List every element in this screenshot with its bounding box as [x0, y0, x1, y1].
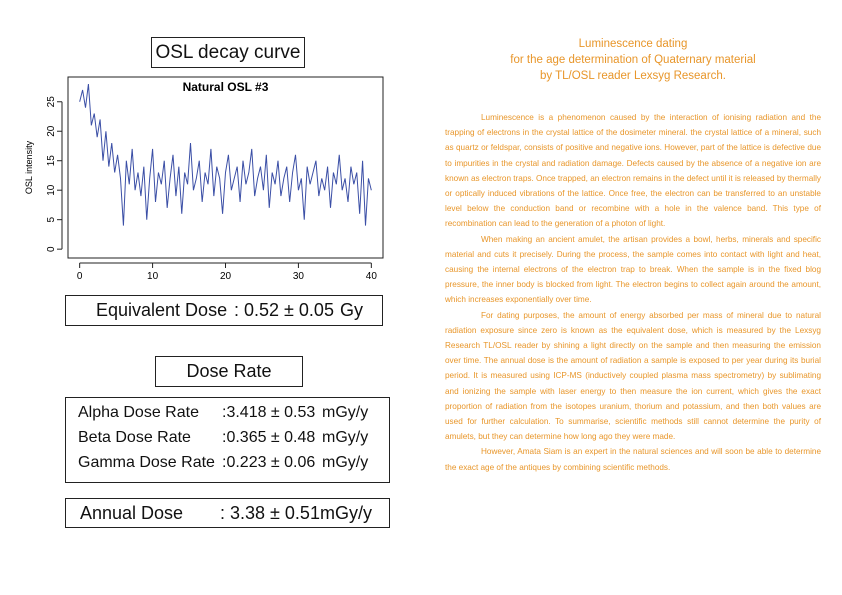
- value: : 0.52 ± 0.05: [234, 300, 334, 320]
- x-tick-label: 10: [147, 271, 159, 282]
- y-tick-label: 0: [46, 246, 57, 252]
- y-tick-label: 10: [46, 184, 57, 196]
- heading-line: by TL/OSL reader Lexsyg Research.: [539, 70, 726, 82]
- heading-line: Luminescence dating: [578, 38, 688, 50]
- plot-frame: [67, 76, 384, 259]
- rate-label: Beta Dose Rate: [78, 429, 191, 446]
- y-tick-label: 5: [46, 216, 57, 222]
- dose-rate-title: Dose Rate: [155, 356, 303, 387]
- x-tick-label: 0: [77, 271, 83, 282]
- dose-rate-box: Alpha Dose Rate :3.418 ± 0.53 mGy/y Beta Do…: [65, 397, 390, 483]
- paragraph: However, Amata Siam is an expert in the …: [445, 447, 821, 472]
- article: Luminescence dating for the age determina…: [445, 36, 821, 475]
- chart: Natural OSL #3 OSL intensity 0 5 10 15 20 25 0 10…: [24, 76, 384, 282]
- annual-dose-box: Annual Dose : 3.38 ± 0.51 mGy/y: [65, 498, 390, 528]
- rate-unit: mGy/y: [322, 454, 369, 471]
- unit: Gy: [340, 300, 364, 320]
- y-axis-label: OSL intensity: [24, 140, 34, 194]
- x-tick-label: 40: [366, 271, 378, 282]
- article-heading: Luminescence dating for the age determina…: [445, 36, 821, 84]
- unit: mGy/y: [320, 503, 372, 523]
- paragraph: For dating purposes, the amount of energ…: [445, 310, 821, 442]
- label: Annual Dose: [80, 503, 184, 523]
- value: : 3.38 ± 0.51: [220, 503, 320, 523]
- y-tick-label: 20: [46, 125, 57, 137]
- rate-label: Gamma Dose Rate: [78, 454, 215, 471]
- rate-unit: mGy/y: [322, 429, 369, 446]
- heading-line: for the age determination of Quaternary …: [510, 54, 756, 66]
- paragraph: When making an ancient amulet, the artis…: [445, 234, 821, 305]
- chart-title: Natural OSL #3: [183, 80, 269, 94]
- rate-label: Alpha Dose Rate: [78, 404, 199, 421]
- label: Equivalent Dose: [96, 300, 228, 320]
- y-tick-label: 15: [46, 155, 57, 167]
- x-tick-label: 20: [220, 271, 232, 282]
- osl-title: OSL decay curve: [151, 37, 305, 68]
- y-tick-label: 25: [46, 96, 57, 108]
- osl-curve: [79, 84, 372, 226]
- paragraph: Luminescence is a phenomenon caused by t…: [445, 113, 821, 229]
- rate-unit: mGy/y: [322, 404, 369, 421]
- rate-value: :0.365 ± 0.48: [222, 429, 316, 446]
- rate-value: :3.418 ± 0.53: [222, 404, 316, 421]
- rate-value: :0.223 ± 0.06: [222, 454, 316, 471]
- equivalent-dose-box: Equivalent Dose : 0.52 ± 0.05 Gy: [65, 295, 383, 326]
- x-tick-label: 30: [293, 271, 305, 282]
